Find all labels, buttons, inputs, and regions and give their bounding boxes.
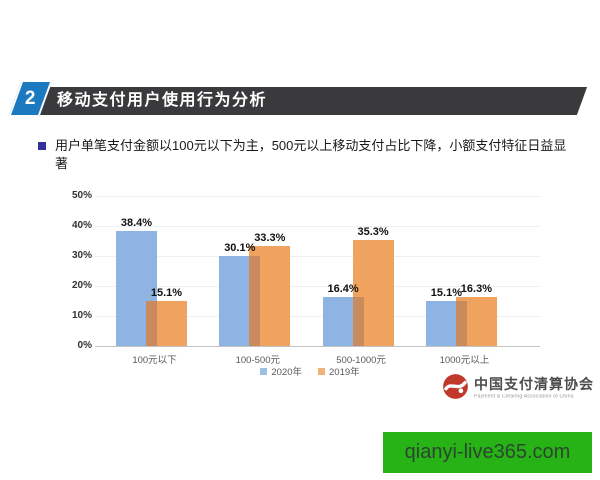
y-tick-label: 20% [71, 280, 92, 291]
bullet-row: 用户单笔支付金额以100元以下为主，500元以上移动支付占比下降，小额支付特征日… [38, 137, 578, 173]
bar-overlap-strip [146, 300, 157, 346]
data-label-2020: 30.1% [224, 241, 256, 254]
data-label-2020: 38.4% [120, 216, 153, 229]
chart-legend: 2020年 2019年 [60, 364, 560, 378]
watermark-text: qianyi-live365.com [404, 441, 571, 463]
gridline [95, 256, 540, 257]
legend-item-2020: 2020年 [260, 364, 302, 378]
data-label-2019: 16.3% [460, 283, 492, 296]
bullet-text: 用户单笔支付金额以100元以下为主，500元以上移动支付占比下降，小额支付特征日… [55, 138, 567, 171]
data-label-2019: 15.1% [150, 286, 183, 299]
gridline [95, 286, 540, 287]
bar-chart: 2020年 2019年 0% 10% 20% 30% 40% 50% 38.4% 15.1% 1… [60, 188, 560, 388]
data-label-2019: 35.3% [357, 226, 389, 239]
bullet-square-icon [38, 142, 46, 150]
section-number: 2 [25, 87, 36, 109]
association-name-en: Payment & Clearing Association of China [474, 393, 574, 399]
gridline [95, 226, 540, 227]
legend-swatch-2020 [260, 367, 268, 375]
y-tick-label: 30% [71, 250, 92, 261]
y-tick-label: 40% [71, 220, 92, 231]
data-label-2019: 33.3% [254, 232, 286, 245]
gridline [95, 196, 540, 197]
legend-label-2019: 2019年 [329, 367, 360, 378]
category-label: 1000元以上 [439, 355, 490, 366]
data-label-2020: 16.4% [327, 282, 359, 295]
data-label-2020: 15.1% [430, 286, 462, 299]
y-tick-label: 10% [71, 310, 92, 321]
y-tick-label: 0% [77, 340, 92, 351]
association-name-cn: 中国支付清算协会 [474, 375, 594, 392]
watermark-badge: qianyi-live365.com [383, 432, 592, 473]
association-logo: 中国支付清算协会 Payment & Clearing Association … [442, 373, 594, 400]
bar-overlap-strip [352, 296, 364, 346]
association-emblem-icon [443, 374, 468, 399]
category-label: 100-500元 [235, 355, 280, 366]
legend-swatch-2019 [318, 367, 325, 375]
gridline [95, 316, 540, 317]
category-label: 100元以下 [132, 355, 177, 366]
legend-label-2020: 2020年 [271, 367, 302, 378]
x-axis-line [95, 346, 540, 347]
category-label: 500-1000元 [336, 355, 386, 366]
bar-overlap-strip [249, 255, 261, 346]
section-title: 移动支付用户使用行为分析 [57, 92, 268, 109]
y-tick-label: 50% [71, 190, 92, 201]
bar-overlap-strip [455, 300, 467, 346]
legend-item-2019: 2019年 [318, 364, 360, 378]
